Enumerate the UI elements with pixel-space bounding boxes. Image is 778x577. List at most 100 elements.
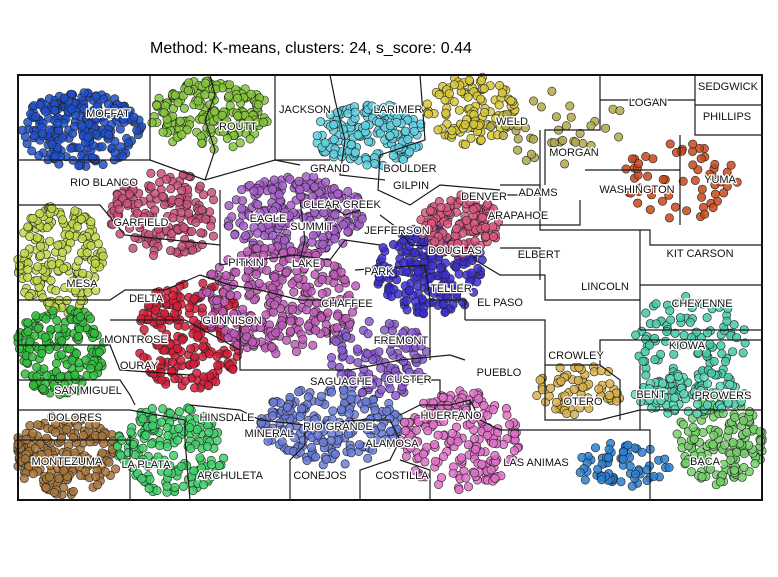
cluster-point bbox=[434, 90, 444, 100]
cluster-point bbox=[505, 420, 515, 430]
cluster-point bbox=[115, 124, 125, 134]
cluster-point bbox=[423, 426, 433, 436]
cluster-point bbox=[267, 342, 277, 352]
county-label-douglas: DOUGLAS bbox=[428, 245, 482, 257]
cluster-point bbox=[364, 316, 374, 326]
cluster-point bbox=[720, 356, 730, 366]
county-label-conejos: CONEJOS bbox=[293, 470, 346, 482]
cluster-point bbox=[214, 461, 224, 471]
cluster-point bbox=[200, 90, 210, 100]
cluster-point bbox=[246, 89, 256, 99]
cluster-point bbox=[52, 315, 62, 325]
county-label-elbert: ELBERT bbox=[518, 249, 561, 261]
county-label-kiowa: KIOWA bbox=[669, 340, 706, 352]
cluster-point bbox=[103, 100, 113, 110]
county-label-morgan: MORGAN bbox=[549, 147, 599, 159]
cluster-point bbox=[385, 131, 395, 141]
cluster-point bbox=[722, 316, 732, 326]
cluster-point bbox=[311, 325, 321, 335]
cluster-point bbox=[651, 319, 661, 329]
cluster-point bbox=[303, 392, 313, 402]
cluster-point bbox=[360, 404, 370, 414]
cluster-point bbox=[337, 345, 347, 355]
cluster-point bbox=[31, 112, 41, 122]
cluster-point bbox=[738, 348, 748, 358]
cluster-point bbox=[77, 234, 87, 244]
cluster-point bbox=[488, 438, 498, 448]
cluster-point bbox=[660, 454, 670, 464]
cluster-point bbox=[225, 290, 235, 300]
cluster-point bbox=[330, 210, 340, 220]
cluster-point bbox=[615, 106, 625, 116]
cluster-point bbox=[97, 431, 107, 441]
cluster-point bbox=[141, 430, 151, 440]
cluster-point bbox=[332, 323, 342, 333]
cluster-point bbox=[708, 439, 718, 449]
county-label-logan: LOGAN bbox=[629, 97, 668, 109]
cluster-point bbox=[561, 121, 571, 131]
cluster-point bbox=[190, 383, 200, 393]
cluster-point bbox=[90, 258, 100, 268]
cluster-point bbox=[706, 368, 716, 378]
cluster-point bbox=[233, 111, 243, 121]
cluster-point bbox=[717, 349, 727, 359]
cluster-point bbox=[513, 134, 523, 144]
cluster-point bbox=[198, 114, 208, 124]
cluster-point bbox=[75, 312, 85, 322]
county-label-sedgwick: SEDGWICK bbox=[698, 81, 759, 93]
cluster-point bbox=[423, 109, 433, 119]
cluster-point bbox=[168, 291, 178, 301]
cluster-point bbox=[436, 203, 446, 213]
cluster-point bbox=[221, 271, 231, 281]
cluster-point bbox=[68, 486, 78, 496]
cluster-point bbox=[237, 185, 247, 195]
cluster-point bbox=[277, 320, 287, 330]
cluster-point bbox=[189, 294, 199, 304]
cluster-point bbox=[207, 269, 217, 279]
cluster-point bbox=[342, 332, 352, 342]
cluster-point bbox=[230, 230, 240, 240]
cluster-point bbox=[32, 362, 42, 372]
cluster-point bbox=[361, 397, 371, 407]
cluster-point bbox=[59, 263, 69, 273]
cluster-point bbox=[321, 177, 331, 187]
cluster-point bbox=[658, 174, 668, 184]
cluster-point bbox=[70, 206, 80, 216]
cluster-point bbox=[184, 208, 194, 218]
cluster-point bbox=[405, 147, 415, 157]
county-label-yuma: YUMA bbox=[704, 174, 736, 186]
cluster-point bbox=[488, 405, 498, 415]
cluster-point bbox=[316, 117, 326, 127]
cluster-point bbox=[374, 117, 384, 127]
cluster-point bbox=[528, 134, 538, 144]
cluster-point bbox=[670, 393, 680, 403]
cluster-point bbox=[41, 483, 51, 493]
cluster-point bbox=[344, 409, 354, 419]
cluster-point bbox=[641, 370, 651, 380]
cluster-point bbox=[155, 316, 165, 326]
cluster-point bbox=[173, 98, 183, 108]
cluster-point bbox=[479, 401, 489, 411]
cluster-point bbox=[196, 228, 206, 238]
cluster-point bbox=[222, 133, 232, 143]
cluster-point bbox=[50, 106, 60, 116]
county-label-hinsdale: HINSDALE bbox=[199, 412, 254, 424]
cluster-point bbox=[326, 436, 336, 446]
cluster-point bbox=[334, 283, 344, 293]
cluster-point bbox=[35, 251, 45, 261]
cluster-point bbox=[470, 236, 480, 246]
cluster-point bbox=[398, 356, 408, 366]
cluster-point bbox=[481, 232, 491, 242]
cluster-point bbox=[162, 442, 172, 452]
county-label-gunnison: GUNNISON bbox=[202, 315, 261, 327]
cluster-point bbox=[199, 190, 209, 200]
cluster-point bbox=[419, 309, 429, 319]
county-label-routt: ROUTT bbox=[219, 121, 257, 133]
cluster-point bbox=[277, 181, 287, 191]
cluster-point bbox=[460, 139, 470, 149]
cluster-point bbox=[37, 129, 47, 139]
cluster-point bbox=[86, 217, 96, 227]
cluster-point bbox=[666, 315, 676, 325]
county-label-chaffee: CHAFFEE bbox=[321, 298, 372, 310]
cluster-point bbox=[197, 240, 207, 250]
